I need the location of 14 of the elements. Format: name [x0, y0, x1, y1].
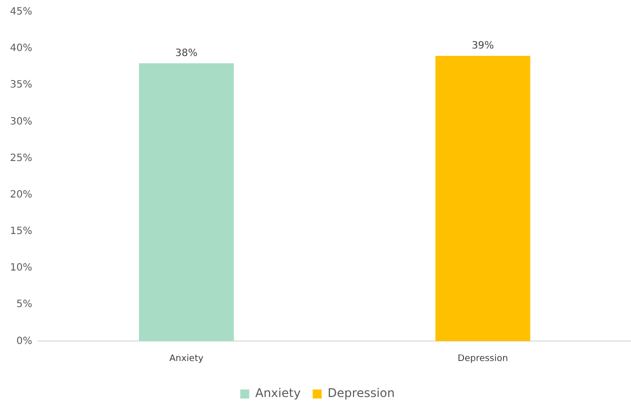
y-tick-label: 25% [10, 152, 32, 164]
y-tick-label: 40% [10, 43, 32, 54]
y-tick-label: 45% [10, 6, 32, 18]
y-tick-label: 30% [10, 116, 32, 128]
y-tick-label: 20% [10, 189, 32, 200]
y-tick-label: 0% [16, 336, 32, 347]
y-tick-label: 5% [16, 299, 32, 310]
y-tick-label: 35% [10, 80, 32, 91]
legend-label: Anxiety [255, 386, 301, 400]
y-tick-label: 10% [10, 262, 32, 274]
data-label: 38% [175, 48, 198, 59]
legend-label: Depression [328, 386, 395, 400]
data-label: 39% [472, 40, 494, 52]
y-tick-label: 15% [10, 226, 32, 238]
